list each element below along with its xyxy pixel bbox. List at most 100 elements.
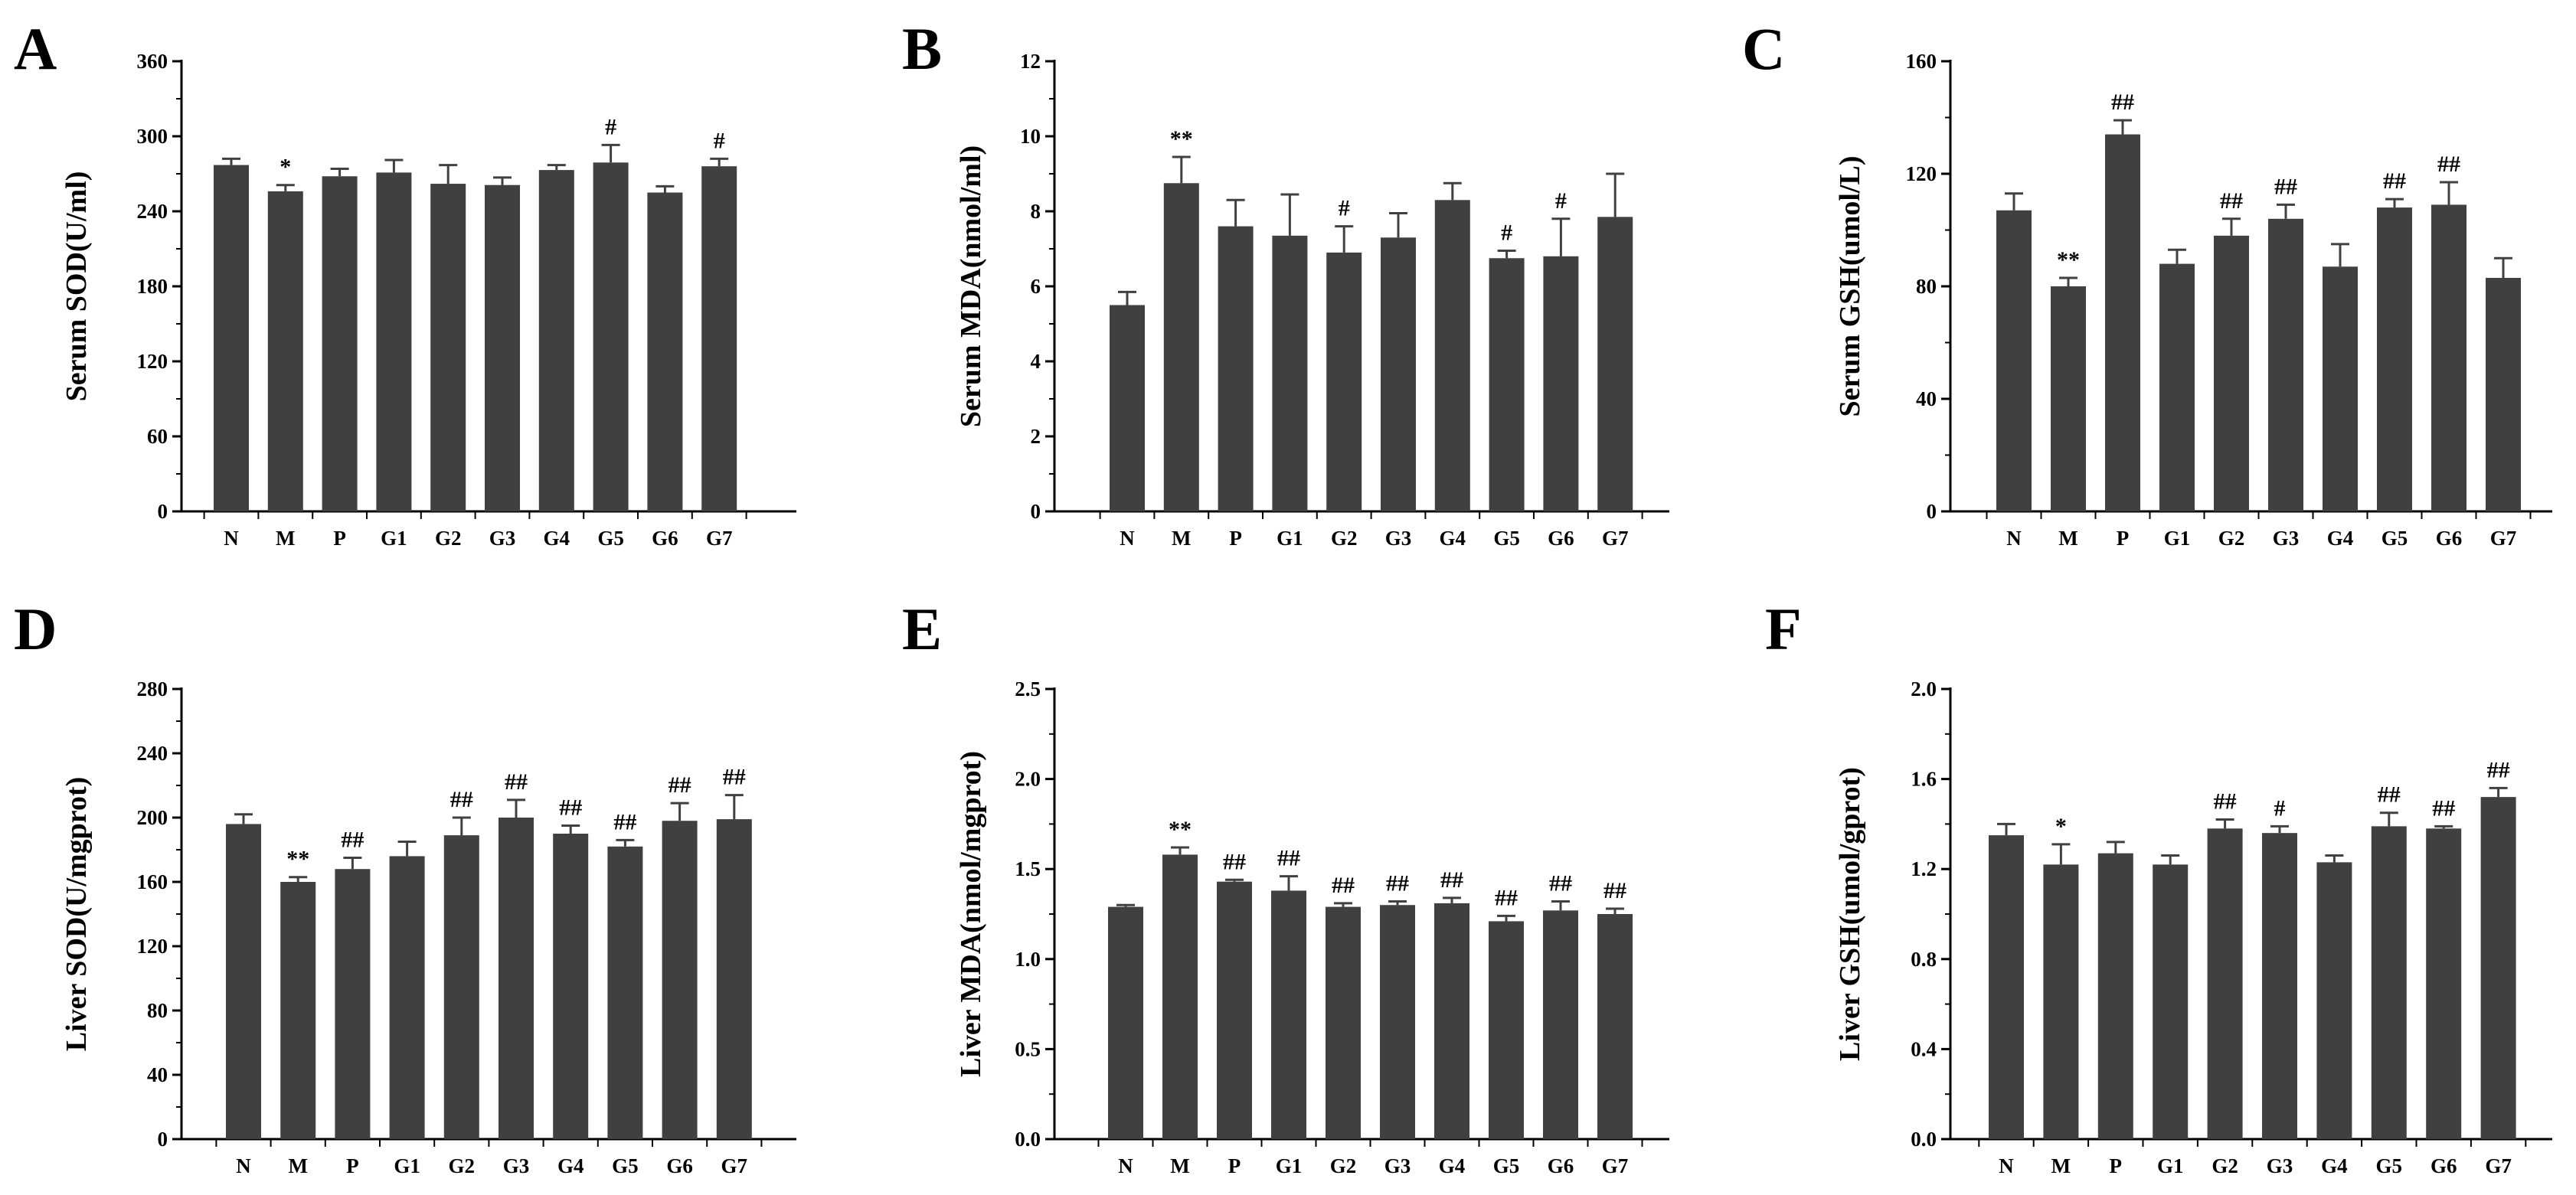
bar: [1271, 890, 1306, 1139]
panel-letter-a: A: [14, 15, 57, 82]
bar: [1326, 252, 1362, 511]
y-tick-label: 300: [137, 125, 168, 148]
y-tick-label: 240: [137, 200, 168, 223]
significance-marker: ##: [2432, 795, 2455, 821]
x-tick-label: G3: [2267, 1154, 2293, 1177]
significance-marker: ##: [613, 809, 636, 834]
bar: [1434, 903, 1469, 1139]
significance-marker: ##: [1549, 871, 1572, 896]
bar: [2097, 853, 2133, 1139]
bar: [1162, 854, 1198, 1139]
significance-marker: ##: [723, 765, 746, 790]
x-tick-label: P: [2117, 527, 2130, 550]
significance-marker: ##: [1386, 871, 1409, 896]
y-axis-label: Liver GSH(umol/gprot): [1834, 767, 1866, 1061]
bar: [2207, 828, 2243, 1139]
bar: [1217, 881, 1252, 1139]
x-tick-label: G4: [557, 1154, 584, 1177]
y-tick-label: 1.6: [1911, 768, 1937, 791]
bar: [2159, 263, 2195, 511]
bar: [2043, 864, 2079, 1139]
y-tick-label: 1.5: [1015, 857, 1041, 880]
y-tick-label: 2.0: [1015, 768, 1041, 791]
bar: [607, 846, 643, 1139]
bar: [1489, 921, 1524, 1139]
significance-marker: ##: [1332, 873, 1355, 898]
y-tick-label: 0.5: [1015, 1037, 1041, 1060]
significance-marker: ##: [2274, 174, 2297, 199]
x-tick-label: G2: [2218, 527, 2245, 550]
panel-letter-e: E: [902, 596, 942, 662]
y-axis-label: Liver SOD(U/mgprot): [60, 777, 93, 1052]
bar: [2480, 797, 2516, 1139]
bar: [2377, 207, 2412, 511]
bar: [593, 162, 629, 512]
x-tick-label: G7: [1602, 1154, 1629, 1177]
significance-marker: #: [1555, 188, 1567, 214]
bar: [443, 835, 479, 1139]
x-tick-label: P: [1228, 1154, 1241, 1177]
y-tick-label: 10: [1020, 125, 1041, 148]
x-tick-label: M: [2051, 1154, 2071, 1177]
x-tick-label: N: [1118, 1154, 1133, 1177]
significance-marker: ##: [1277, 846, 1300, 871]
x-tick-label: N: [236, 1154, 251, 1177]
significance-marker: ##: [2383, 168, 2406, 194]
x-tick-label: N: [1120, 527, 1135, 550]
x-tick-label: G3: [1384, 1154, 1411, 1177]
bar: [2316, 862, 2352, 1139]
x-tick-label: G1: [1277, 527, 1303, 550]
y-tick-label: 80: [1916, 275, 1937, 298]
bar: [226, 824, 261, 1139]
x-tick-label: G7: [721, 1154, 748, 1177]
significance-marker: ##: [1495, 885, 1518, 910]
bar: [335, 869, 371, 1139]
x-tick-label: G2: [435, 527, 462, 550]
significance-marker: #: [1501, 220, 1512, 245]
y-tick-label: 0: [1031, 500, 1041, 523]
x-tick-label: G3: [2273, 527, 2300, 550]
bar: [499, 818, 534, 1139]
significance-marker: *: [2055, 814, 2067, 839]
bar: [485, 184, 520, 511]
bar: [1543, 910, 1578, 1139]
y-axis-label: Serum MDA(nmol/ml): [955, 145, 987, 427]
bar: [2051, 286, 2086, 511]
x-tick-label: G7: [2490, 527, 2517, 550]
bar: [376, 172, 412, 511]
panel-b: B 0 2 4 6 8 10 12 Serum MDA(nmol/ml) N M ** P G1 G2 # G…: [902, 15, 1669, 550]
bar: [1489, 258, 1525, 511]
x-tick-label: G6: [2431, 1154, 2457, 1177]
bar: [1218, 226, 1254, 511]
x-tick-label: G6: [1548, 527, 1574, 550]
x-tick-label: N: [224, 527, 239, 550]
bar: [2486, 277, 2521, 511]
bar: [1108, 906, 1143, 1139]
y-tick-label: 8: [1031, 200, 1041, 223]
bar: [1380, 905, 1415, 1139]
y-tick-label: 200: [137, 806, 168, 829]
significance-marker: ##: [1440, 867, 1463, 893]
panel-d: D 0 40 80 120 160 200 240 280 Liver SOD(U/mgprot…: [14, 596, 796, 1177]
x-tick-label: G4: [2321, 1154, 2348, 1177]
x-tick-label: G1: [2157, 1154, 2184, 1177]
x-tick-label: G6: [2436, 527, 2463, 550]
panel-c: C 0 40 80 120 160 Serum GSH(umol/L) N M ** P ## G1 G…: [1742, 15, 2552, 550]
x-tick-label: G1: [394, 1154, 420, 1177]
bar: [538, 170, 574, 511]
y-tick-label: 120: [137, 935, 168, 958]
y-tick-label: 120: [1906, 162, 1937, 185]
panel-a: A 0 60 120 180 240 300 360 Serum SOD(U/ml) N M * P G…: [14, 15, 796, 550]
y-axis-label: Serum GSH(umol/L): [1834, 156, 1866, 417]
y-tick-label: 120: [137, 350, 168, 373]
bar: [214, 165, 249, 512]
y-tick-label: 240: [137, 742, 168, 765]
x-tick-label: G5: [1493, 527, 1520, 550]
x-tick-label: G7: [1602, 527, 1629, 550]
x-tick-label: P: [2110, 1154, 2123, 1177]
y-tick-label: 60: [147, 425, 168, 448]
y-tick-label: 160: [137, 870, 168, 893]
y-tick-label: 2.0: [1911, 677, 1937, 700]
y-tick-label: 360: [137, 50, 168, 73]
